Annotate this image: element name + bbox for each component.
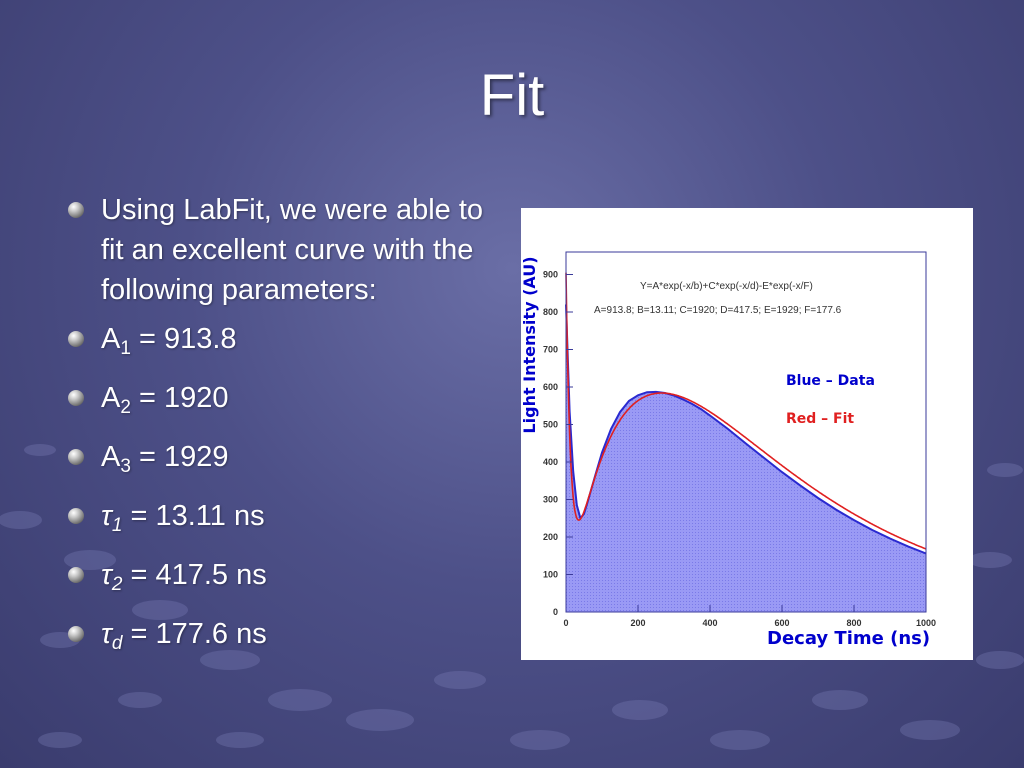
param-subscript: d (111, 633, 123, 654)
x-tick-label: 800 (846, 618, 861, 628)
y-tick-label: 800 (543, 307, 558, 317)
y-tick-label: 0 (553, 607, 558, 617)
param-value: = 177.6 ns (122, 618, 267, 650)
plot-frame (565, 251, 927, 613)
bullet-icon (68, 626, 84, 642)
y-tick-label: 500 (543, 420, 558, 430)
x-tick-label: 400 (702, 618, 717, 628)
x-tick-label: 1000 (916, 618, 936, 628)
x-tick-label: 200 (630, 618, 645, 628)
param-symbol: τ (101, 618, 112, 650)
param-subscript: 1 (111, 515, 123, 536)
param-subscript: 2 (111, 574, 123, 595)
fit-line (565, 272, 927, 550)
slide-title: Fit (479, 63, 545, 128)
x-tick-label: 0 (563, 618, 568, 628)
param-value: = 1920 (130, 382, 229, 414)
chart-svg: 0 200 400 600 800 1000 0 100 200 300 400 500 600 700 8… (521, 251, 936, 649)
bullet-icon (68, 508, 84, 524)
fit-params: A=913.8; B=13.11; C=1920; D=417.5; E=192… (594, 305, 842, 316)
y-tick-label: 300 (543, 495, 558, 505)
fit-formula: Y=A*exp(-x/b)+C*exp(-x/d)-E*exp(-x/F) (640, 281, 813, 292)
legend-fit: Red – Fit (786, 411, 854, 427)
y-axis-label: Light Intensity (AU) (521, 256, 539, 433)
y-tick-label: 900 (543, 270, 558, 280)
bullet-taud: τd = 177.6 ns (66, 614, 486, 664)
y-tick-label: 200 (543, 532, 558, 542)
bullet-a1: A1 = 913.8 (66, 319, 486, 369)
param-symbol: A (101, 441, 121, 473)
decay-chart: 0 200 400 600 800 1000 0 100 200 300 400 500 600 700 8… (521, 208, 973, 660)
bullet-a2: A2 = 1920 (66, 378, 486, 428)
param-subscript: 3 (120, 456, 131, 477)
bullet-tau1: τ1 = 13.11 ns (66, 496, 486, 546)
bullet-icon (68, 390, 84, 406)
bullet-icon (68, 331, 84, 347)
param-value: = 1929 (130, 441, 229, 473)
bullet-icon (68, 449, 84, 465)
bullet-a3: A3 = 1929 (66, 437, 486, 487)
y-tick-label: 400 (543, 457, 558, 467)
bullet-list: Using LabFit, we were able to fit an exc… (66, 190, 486, 673)
y-tick-label: 700 (543, 345, 558, 355)
param-value: = 13.11 ns (122, 500, 265, 532)
param-symbol: A (101, 323, 121, 355)
param-value: = 417.5 ns (122, 559, 267, 591)
data-area (566, 304, 926, 612)
bullet-intro: Using LabFit, we were able to fit an exc… (66, 190, 486, 310)
y-tick-label: 100 (543, 570, 558, 580)
param-symbol: τ (101, 559, 112, 591)
param-subscript: 1 (120, 338, 131, 359)
legend-data: Blue – Data (786, 373, 875, 389)
tick-group: 0 200 400 600 800 1000 0 100 200 300 400 500 600 700 8… (543, 270, 936, 629)
bullet-tau2: τ2 = 417.5 ns (66, 555, 486, 605)
param-symbol: A (101, 382, 121, 414)
bullet-icon (68, 567, 84, 583)
x-tick-label: 600 (774, 618, 789, 628)
param-symbol: τ (101, 500, 112, 532)
y-tick-label: 600 (543, 382, 558, 392)
param-value: = 913.8 (130, 323, 237, 355)
bullet-icon (68, 202, 84, 218)
x-axis-label: Decay Time (ns) (767, 628, 930, 649)
bullet-text: Using LabFit, we were able to fit an exc… (101, 194, 484, 306)
param-subscript: 2 (120, 397, 131, 418)
